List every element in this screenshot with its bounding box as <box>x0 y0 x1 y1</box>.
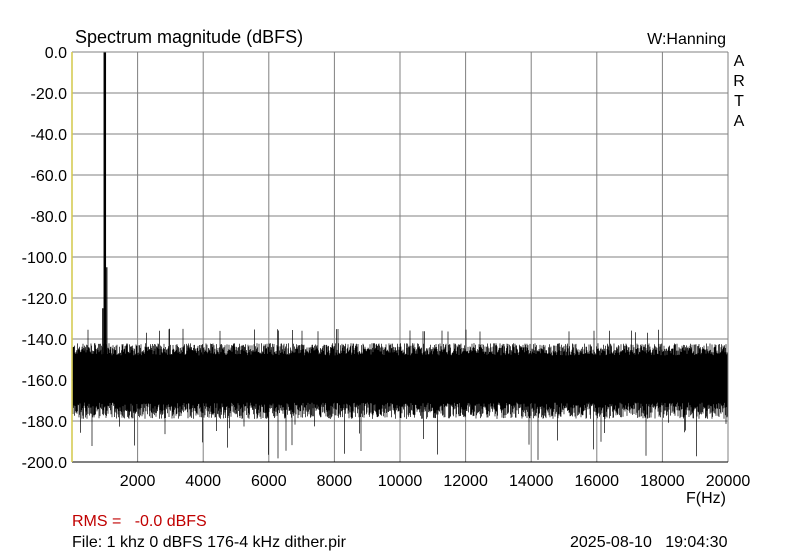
y-tick-label: -40.0 <box>31 127 68 144</box>
brand-letter: R <box>733 73 745 90</box>
rms-label: RMS = <box>72 513 122 530</box>
x-tick-label: 14000 <box>509 473 554 490</box>
y-tick-label: -20.0 <box>31 86 68 103</box>
date: 2025-08-10 <box>570 534 652 551</box>
window-label: W:Hanning <box>647 31 726 48</box>
chart-title: Spectrum magnitude (dBFS) <box>75 27 304 47</box>
brand-letter: T <box>734 93 744 110</box>
x-tick-label: 20000 <box>706 473 751 490</box>
y-tick-label: 0.0 <box>45 45 67 62</box>
x-tick-label: 16000 <box>575 473 620 490</box>
plot-frame <box>71 51 729 463</box>
y-tick-label: -120.0 <box>22 291 67 308</box>
y-tick-label: -140.0 <box>22 332 67 349</box>
brand-vertical-label: A R T A <box>733 52 745 132</box>
x-tick-label: 4000 <box>185 473 221 490</box>
time: 19:04:30 <box>665 534 728 551</box>
noise-floor-trace <box>72 328 728 460</box>
rms-value: -0.0 dBFS <box>134 513 207 530</box>
x-tick-label: 2000 <box>120 473 156 490</box>
y-tick-label: -80.0 <box>31 209 68 226</box>
file-name: File: 1 khz 0 dBFS 176-4 kHz dither.pir <box>72 534 346 551</box>
x-axis-label: F(Hz) <box>686 490 726 507</box>
x-tick-label: 18000 <box>640 473 685 490</box>
y-tick-label: -60.0 <box>31 168 68 185</box>
fundamental-peak-series <box>102 52 108 391</box>
noise-floor-series <box>72 328 728 460</box>
brand-letter: A <box>733 113 745 130</box>
x-tick-labels: 2000 4000 6000 8000 10000 12000 14000 16000 1800… <box>120 473 751 490</box>
timestamp: 2025-08-10 19:04:30 <box>570 534 727 552</box>
x-tick-label: 10000 <box>378 473 423 490</box>
x-tick-label: 6000 <box>251 473 287 490</box>
y-tick-labels: 0.0 -20.0 -40.0 -60.0 -80.0 -100.0 -120.0 -140.… <box>22 45 67 472</box>
rms-readout: RMS = -0.0 dBFS <box>72 513 207 531</box>
y-tick-label: -160.0 <box>22 373 67 390</box>
y-tick-label: -180.0 <box>22 414 67 431</box>
brand-letter: A <box>733 53 745 70</box>
x-tick-label: 12000 <box>443 473 488 490</box>
y-tick-label: -100.0 <box>22 250 67 267</box>
y-tick-label: -200.0 <box>22 455 67 472</box>
x-tick-label: 8000 <box>317 473 353 490</box>
